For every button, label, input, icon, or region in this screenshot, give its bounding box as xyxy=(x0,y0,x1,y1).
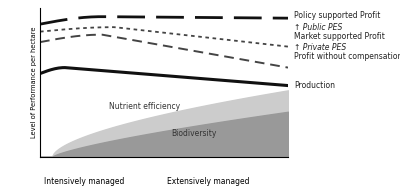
Text: Intensively managed: Intensively managed xyxy=(44,177,125,186)
Text: Production: Production xyxy=(294,81,335,90)
Text: ↑ Private PES: ↑ Private PES xyxy=(294,43,346,52)
Text: Nutrient efficiency: Nutrient efficiency xyxy=(108,102,180,111)
Text: Extensively managed: Extensively managed xyxy=(167,177,250,186)
Text: Biodiversity: Biodiversity xyxy=(171,129,216,138)
Text: Profit without compensation: Profit without compensation xyxy=(294,52,400,61)
Text: Market supported Profit: Market supported Profit xyxy=(294,32,385,41)
Text: Policy supported Profit: Policy supported Profit xyxy=(294,11,380,20)
Text: ↑ Public PES: ↑ Public PES xyxy=(294,23,342,32)
Y-axis label: Level of Performance per hectare: Level of Performance per hectare xyxy=(31,27,37,138)
